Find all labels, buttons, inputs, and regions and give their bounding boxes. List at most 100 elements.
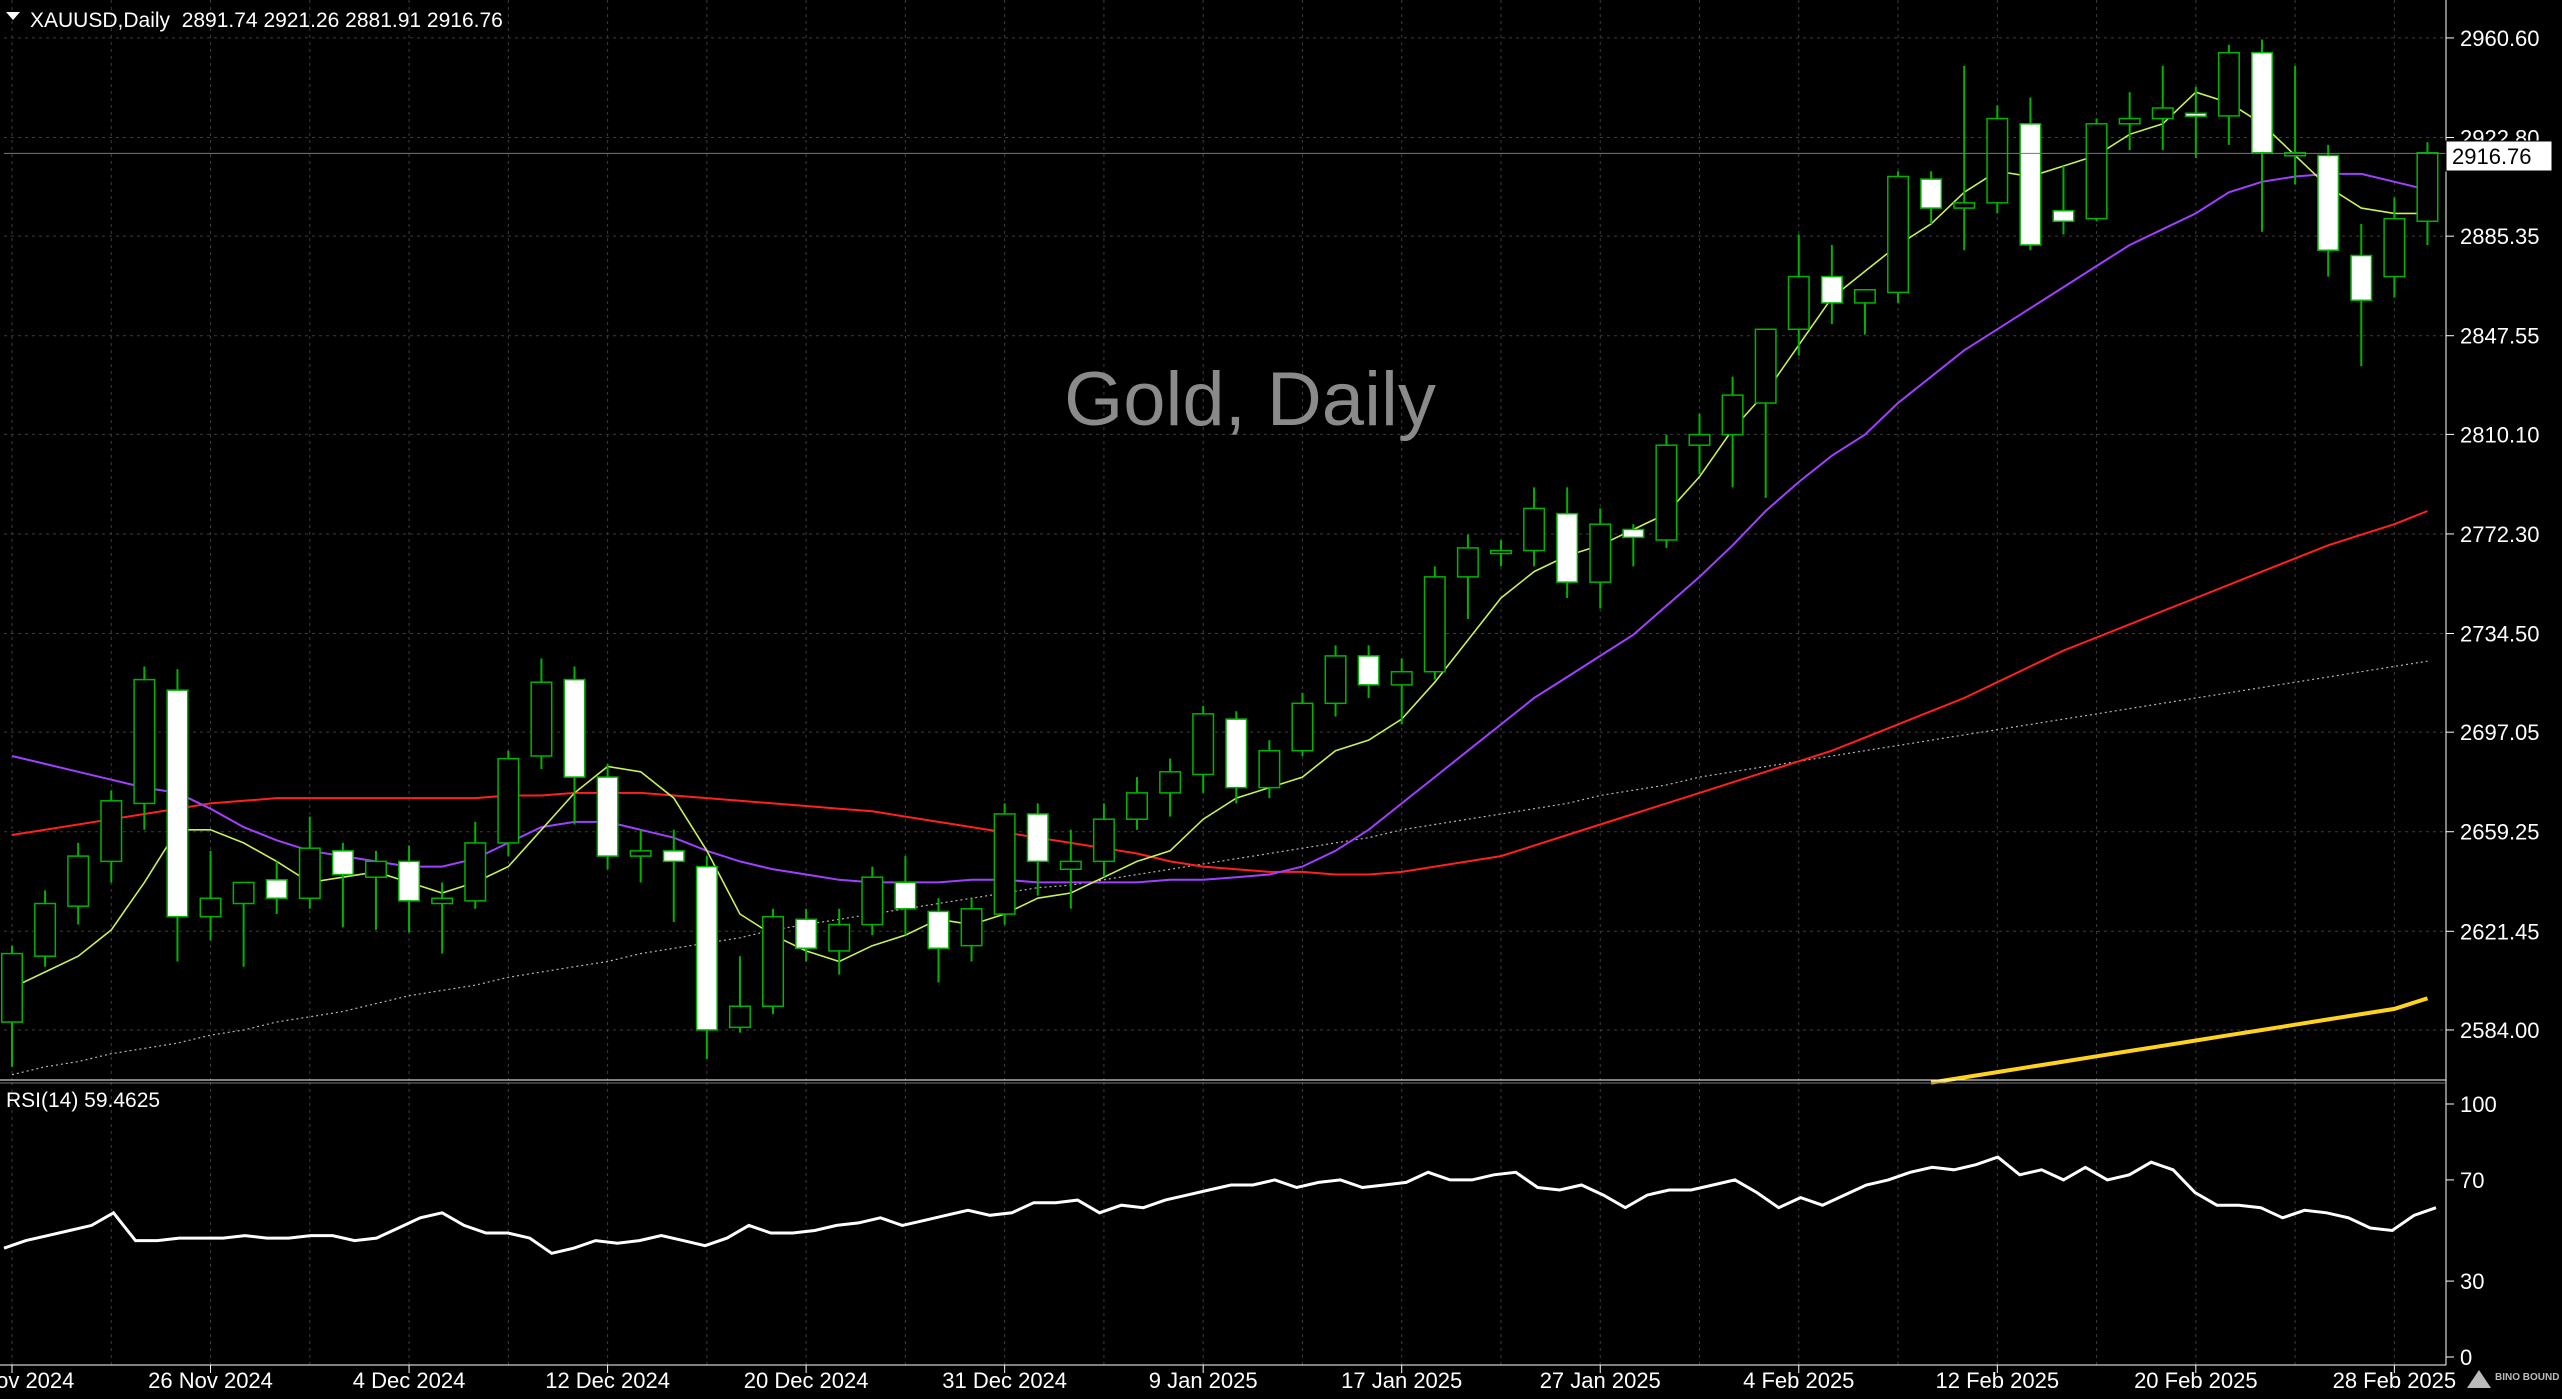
candle-body (2085, 123, 2108, 220)
candle-body (1423, 576, 1446, 673)
candle-body (1754, 328, 1777, 404)
candle-body (232, 881, 255, 905)
candle-body (1655, 444, 1678, 541)
candle-body (1026, 813, 1049, 863)
candle-body (199, 897, 222, 918)
candle-body (828, 923, 851, 952)
candle-body (1853, 289, 1876, 304)
price-tick-label: 2659.25 (2460, 820, 2540, 845)
candle-body (1092, 818, 1115, 863)
rsi-tick-label: 70 (2460, 1168, 2484, 1193)
time-tick-label: 12 Feb 2025 (1936, 1368, 2060, 1393)
candle-body (1258, 749, 1281, 789)
time-tick-label: 4 Feb 2025 (1743, 1368, 1854, 1393)
candle-body (2350, 254, 2373, 302)
candle-body (728, 1005, 751, 1029)
rsi-tick-label: 30 (2460, 1269, 2484, 1294)
symbol-header: XAUUSD,Daily 2891.74 2921.26 2881.91 291… (30, 9, 503, 32)
rsi-line (3, 1155, 2437, 1255)
price-tick-label: 2885.35 (2460, 224, 2540, 249)
candle-body (2019, 123, 2042, 246)
price-tick-label: 2847.55 (2460, 324, 2540, 349)
candle-body (298, 847, 321, 899)
candle-body (464, 842, 487, 902)
price-tag: 2916.76 (2445, 140, 2553, 172)
price-tick-label: 2734.50 (2460, 622, 2540, 647)
candle-body (762, 915, 785, 1007)
candle-body (2184, 112, 2207, 118)
candle-body (1456, 547, 1479, 578)
candle-body (133, 678, 156, 805)
price-tick-label: 2772.30 (2460, 522, 2540, 547)
time-tick-label: 9 Jan 2025 (1149, 1368, 1258, 1393)
candle-body (1523, 507, 1546, 552)
candle-body (1125, 792, 1149, 820)
time-tick-label: 20 Feb 2025 (2134, 1368, 2258, 1393)
candle-body (0, 952, 24, 1023)
price-tag-value: 2916.76 (2452, 144, 2532, 169)
logo-text: BINO BOUND (2495, 1372, 2559, 1383)
candle-body (431, 897, 454, 905)
candle-body (1324, 655, 1347, 705)
candle-body (1192, 713, 1215, 776)
candle-body (596, 776, 619, 857)
candle-body (1059, 860, 1082, 871)
candle-body (927, 910, 950, 950)
time-tick-label: 17 Jan 2025 (1341, 1368, 1462, 1393)
time-tick-label: 28 Feb 2025 (2333, 1368, 2457, 1393)
candle-body (530, 681, 553, 757)
time-tick-label: 4 Dec 2024 (353, 1368, 466, 1393)
time-tick-label: 20 Dec 2024 (744, 1368, 869, 1393)
candle-body (1820, 275, 1843, 304)
price-tick-label: 2810.10 (2460, 422, 2540, 447)
candle-body (563, 678, 586, 778)
candle-body (960, 908, 983, 947)
candle-body (2383, 217, 2406, 278)
candle-body (1953, 202, 1976, 209)
candle-body (1986, 117, 2009, 204)
candle-body (166, 689, 189, 918)
candle-body (2317, 154, 2340, 251)
candle-body (2052, 209, 2075, 223)
candle-body (993, 813, 1016, 915)
candle-body (1291, 702, 1314, 752)
candle-body (364, 860, 387, 878)
candle-body (331, 850, 354, 876)
candle-body (2251, 51, 2274, 154)
triangle-down-icon[interactable] (6, 12, 20, 20)
time-tick-label: 27 Jan 2025 (1540, 1368, 1661, 1393)
candle-body (1357, 655, 1380, 686)
candle-body (2284, 152, 2307, 157)
candle-body (34, 902, 57, 957)
rsi-label: RSI(14) 59.4625 (6, 1089, 160, 1112)
candle-body (2217, 51, 2240, 117)
chart-watermark: Gold, Daily (1064, 357, 1436, 442)
candle-body (1688, 433, 1711, 446)
ma-long-line (11, 660, 2428, 1076)
candle-body (894, 881, 917, 910)
logo-icon (2467, 1370, 2491, 1388)
time-tick-label: 26 Nov 2024 (148, 1368, 273, 1393)
time-tick-label: 31 Dec 2024 (942, 1368, 1067, 1393)
grid-lines (4, 0, 2446, 1365)
rsi-tick-label: 0 (2460, 1345, 2472, 1370)
candle-body (398, 860, 421, 902)
candle-body (2416, 152, 2439, 223)
candle-body (1721, 394, 1744, 436)
rsi-panel (3, 1155, 2437, 1255)
candle-body (1489, 549, 1512, 555)
candle-body (1887, 175, 1910, 294)
candle-body (1589, 523, 1612, 583)
ma-slow-line (11, 510, 2428, 876)
candle-body (1390, 670, 1413, 686)
ma-yellow-line (1930, 996, 2429, 1085)
candle-body (100, 800, 123, 863)
price-tick-label: 2584.00 (2460, 1018, 2540, 1043)
candle-body (795, 918, 818, 950)
candle-body (1622, 528, 1645, 539)
logo: BINO BOUND (2467, 1370, 2559, 1388)
candle-body (695, 865, 718, 1031)
